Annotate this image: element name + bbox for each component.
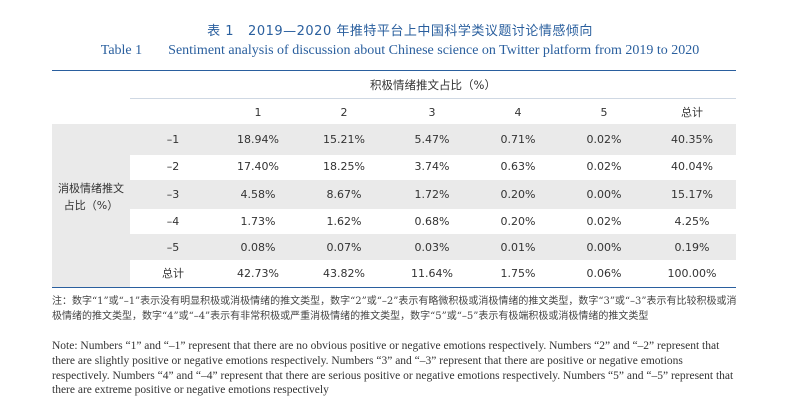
table-cell: 5.47%	[414, 132, 450, 146]
table-cell: 0.02%	[586, 132, 622, 146]
table-cell: 0.06%	[586, 266, 622, 280]
table-cell: 4.58%	[240, 187, 276, 201]
row-label: –4	[166, 214, 180, 228]
row-band	[52, 124, 736, 155]
table-cell: 0.03%	[414, 240, 450, 254]
table-cell: 43.82%	[323, 266, 365, 280]
table-cell: 18.25%	[323, 159, 365, 173]
table-cell: 40.35%	[671, 132, 713, 146]
column-header: 1	[254, 105, 262, 119]
table-top-rule	[52, 70, 736, 71]
table-cell: 40.04%	[671, 159, 713, 173]
table-cell: 4.25%	[674, 214, 710, 228]
table-cell: 0.71%	[500, 132, 536, 146]
table-cell: 15.17%	[671, 187, 713, 201]
table-cell: 0.07%	[326, 240, 362, 254]
table-number-en: Table 1	[100, 43, 143, 58]
note-en: Note: Numbers “1” and “–1” represent tha…	[52, 340, 734, 397]
column-header: 总计	[681, 106, 703, 119]
row-band	[52, 180, 736, 209]
row-group-header-line: 占比（%）	[63, 199, 119, 212]
table-cell: 0.01%	[500, 240, 536, 254]
row-label: 总计	[162, 267, 184, 280]
table-cell: 18.94%	[237, 132, 279, 146]
table-cell: 0.02%	[586, 214, 622, 228]
table-cell: 0.68%	[414, 214, 450, 228]
row-label: –3	[166, 187, 180, 201]
row-band	[52, 234, 736, 260]
table-cell: 0.20%	[500, 187, 536, 201]
table-bottom-rule	[52, 287, 736, 288]
table-title-zh: 表 1 2019—2020 年推特平台上中国科学类议题讨论情感倾向	[0, 20, 800, 39]
column-header: 2	[340, 105, 348, 119]
table-cell: 0.63%	[500, 159, 536, 173]
table-cell: 0.00%	[586, 187, 622, 201]
table-cell: 1.75%	[500, 266, 536, 280]
table-cell: 17.40%	[237, 159, 279, 173]
row-group-header-line: 消极情绪推文	[58, 182, 124, 195]
table-cell: 0.20%	[500, 214, 536, 228]
table-cell: 3.74%	[414, 159, 450, 173]
row-label: –2	[166, 159, 180, 173]
table-cell: 0.08%	[240, 240, 276, 254]
column-header: 4	[514, 105, 522, 119]
note-zh: 注：数字“1”或“–1”表示没有明显积极或消极情绪的推文类型，数字“2”或“–2…	[52, 296, 737, 322]
column-group-header: 积极情绪推文占比（%）	[370, 78, 496, 92]
table-cell: 15.21%	[323, 132, 365, 146]
table-cell: 1.73%	[240, 214, 276, 228]
row-label: –1	[166, 132, 180, 146]
column-header: 3	[428, 105, 436, 119]
table-number-zh: 表 1	[207, 24, 235, 39]
table-title-zh-text: 2019—2020 年推特平台上中国科学类议题讨论情感倾向	[248, 24, 593, 39]
table-cell: 1.62%	[326, 214, 362, 228]
column-header: 5	[600, 105, 608, 119]
table-title-en-text: Sentiment analysis of discussion about C…	[168, 43, 700, 58]
table-cell: 0.02%	[586, 159, 622, 173]
table-cell: 0.00%	[586, 240, 622, 254]
row-label: –5	[166, 240, 180, 254]
table-title-en: Table 1 Sentiment analysis of discussion …	[0, 43, 800, 59]
table-cell: 11.64%	[411, 266, 453, 280]
header-divider	[130, 98, 736, 99]
table-cell: 0.19%	[674, 240, 710, 254]
table-cell: 42.73%	[237, 266, 279, 280]
table-cell: 100.00%	[667, 266, 717, 280]
row-group-header: 消极情绪推文 占比（%）	[52, 180, 130, 214]
table-cell: 8.67%	[326, 187, 362, 201]
table-cell: 1.72%	[414, 187, 450, 201]
